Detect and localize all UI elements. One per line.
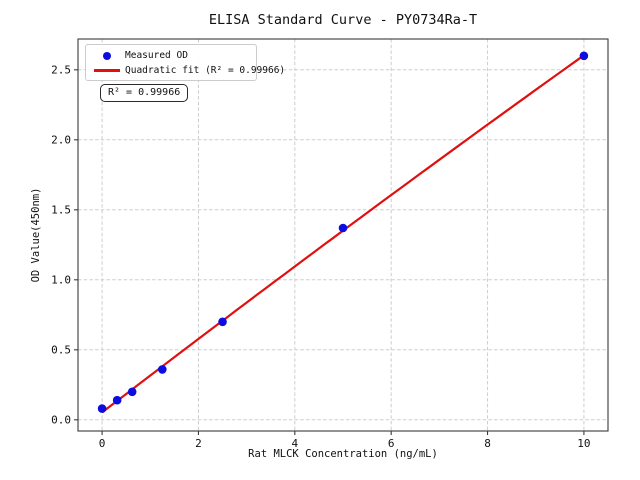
legend-item-measured-od: Measured OD <box>92 48 250 63</box>
data-point <box>158 365 167 374</box>
data-point <box>97 404 107 413</box>
legend-label-measured-od: Measured OD <box>125 50 188 61</box>
x-tick-label: 10 <box>577 437 590 450</box>
y-axis-label: OD Value(450nm) <box>30 187 42 283</box>
legend-item-quadratic-fit: Quadratic fit (R² = 0.99966) <box>92 63 285 78</box>
line-marker-icon <box>94 69 120 72</box>
legend-marker-cell <box>92 69 122 72</box>
data-point <box>127 387 137 397</box>
y-tick-label: 1.0 <box>51 273 71 286</box>
x-tick-label: 0 <box>99 437 106 450</box>
y-tick-label: 2.0 <box>51 133 71 146</box>
y-tick-label: 0.5 <box>51 343 71 356</box>
x-tick-label: 2 <box>195 437 202 450</box>
legend-marker-cell <box>92 51 122 60</box>
x-tick-label: 6 <box>388 437 395 450</box>
quadratic-fit-line <box>101 54 585 414</box>
scatter-marker-icon <box>103 51 111 60</box>
y-tick-label: 0.0 <box>51 413 71 426</box>
data-point <box>579 51 589 61</box>
x-tick-label: 4 <box>292 437 299 450</box>
x-tick-label: 8 <box>484 437 491 450</box>
r-squared-annotation: R² = 0.99966 <box>100 84 189 102</box>
y-tick-label: 1.5 <box>51 203 71 216</box>
data-point <box>338 223 348 233</box>
data-point <box>218 317 227 327</box>
legend-label-quadratic-fit: Quadratic fit (R² = 0.99966) <box>125 65 286 76</box>
plot-border <box>77 38 609 432</box>
chart-title: ELISA Standard Curve - PY0734Ra-T <box>208 12 478 28</box>
x-axis-label: Rat MLCK Concentration (ng/mL) <box>248 448 438 460</box>
data-point <box>112 395 122 405</box>
legend: Measured OD Quadratic fit (R² = 0.99966) <box>85 44 285 81</box>
y-tick-label: 2.5 <box>51 63 71 76</box>
